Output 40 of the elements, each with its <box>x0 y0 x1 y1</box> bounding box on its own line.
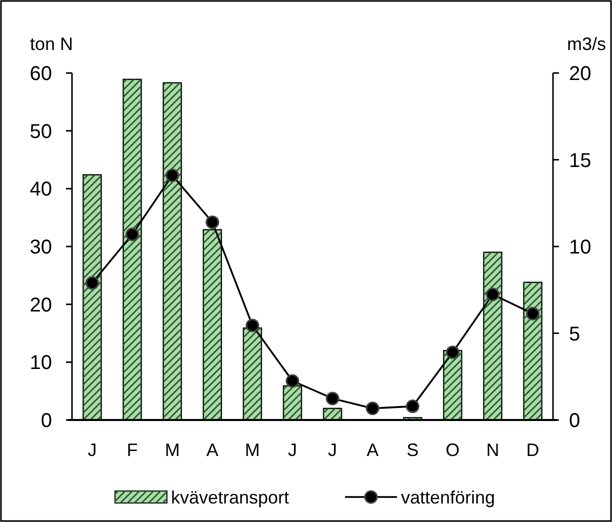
y2-tick-label: 5 <box>569 323 580 346</box>
y-axis-title: ton N <box>30 34 74 54</box>
point <box>166 168 180 182</box>
x-tick-label: A <box>206 440 218 460</box>
y2-tick-label: 0 <box>569 410 580 432</box>
x-tick-label: A <box>366 440 379 460</box>
y2-axis-title: m3/s <box>566 34 606 54</box>
point <box>486 288 500 302</box>
point <box>286 374 300 388</box>
x-tick-label: F <box>126 440 138 460</box>
x-tick-label: M <box>164 440 180 460</box>
y2-tick-label: 10 <box>569 236 592 258</box>
y2-tick-label: 15 <box>569 150 592 172</box>
point <box>85 276 99 290</box>
y-tick-label: 40 <box>30 178 52 201</box>
y-tick-label: 10 <box>30 352 52 374</box>
x-tick-label: J <box>88 440 97 460</box>
y-tick-label: 50 <box>30 120 52 143</box>
legend-label: kvävetransport <box>171 487 290 508</box>
y-tick-label: 20 <box>30 294 52 316</box>
point <box>366 402 380 416</box>
point <box>406 400 420 414</box>
legend-label: vattenföring <box>401 487 496 508</box>
x-tick-label: O <box>446 440 460 460</box>
point <box>526 306 540 320</box>
y-tick-label: 30 <box>30 236 52 258</box>
y2-tick-label: 20 <box>569 63 592 85</box>
point <box>206 215 220 229</box>
y-tick-label: 60 <box>30 63 52 85</box>
x-tick-label: N <box>486 440 500 460</box>
x-tick-label: J <box>288 440 297 460</box>
x-tick-label: S <box>406 440 419 460</box>
y-tick-label: 0 <box>40 410 52 432</box>
point <box>246 318 260 332</box>
point <box>326 392 340 406</box>
x-tick-label: D <box>526 440 540 460</box>
point <box>126 228 140 242</box>
point <box>446 346 460 360</box>
x-tick-label: M <box>244 440 260 460</box>
x-tick-label: J <box>328 440 338 460</box>
